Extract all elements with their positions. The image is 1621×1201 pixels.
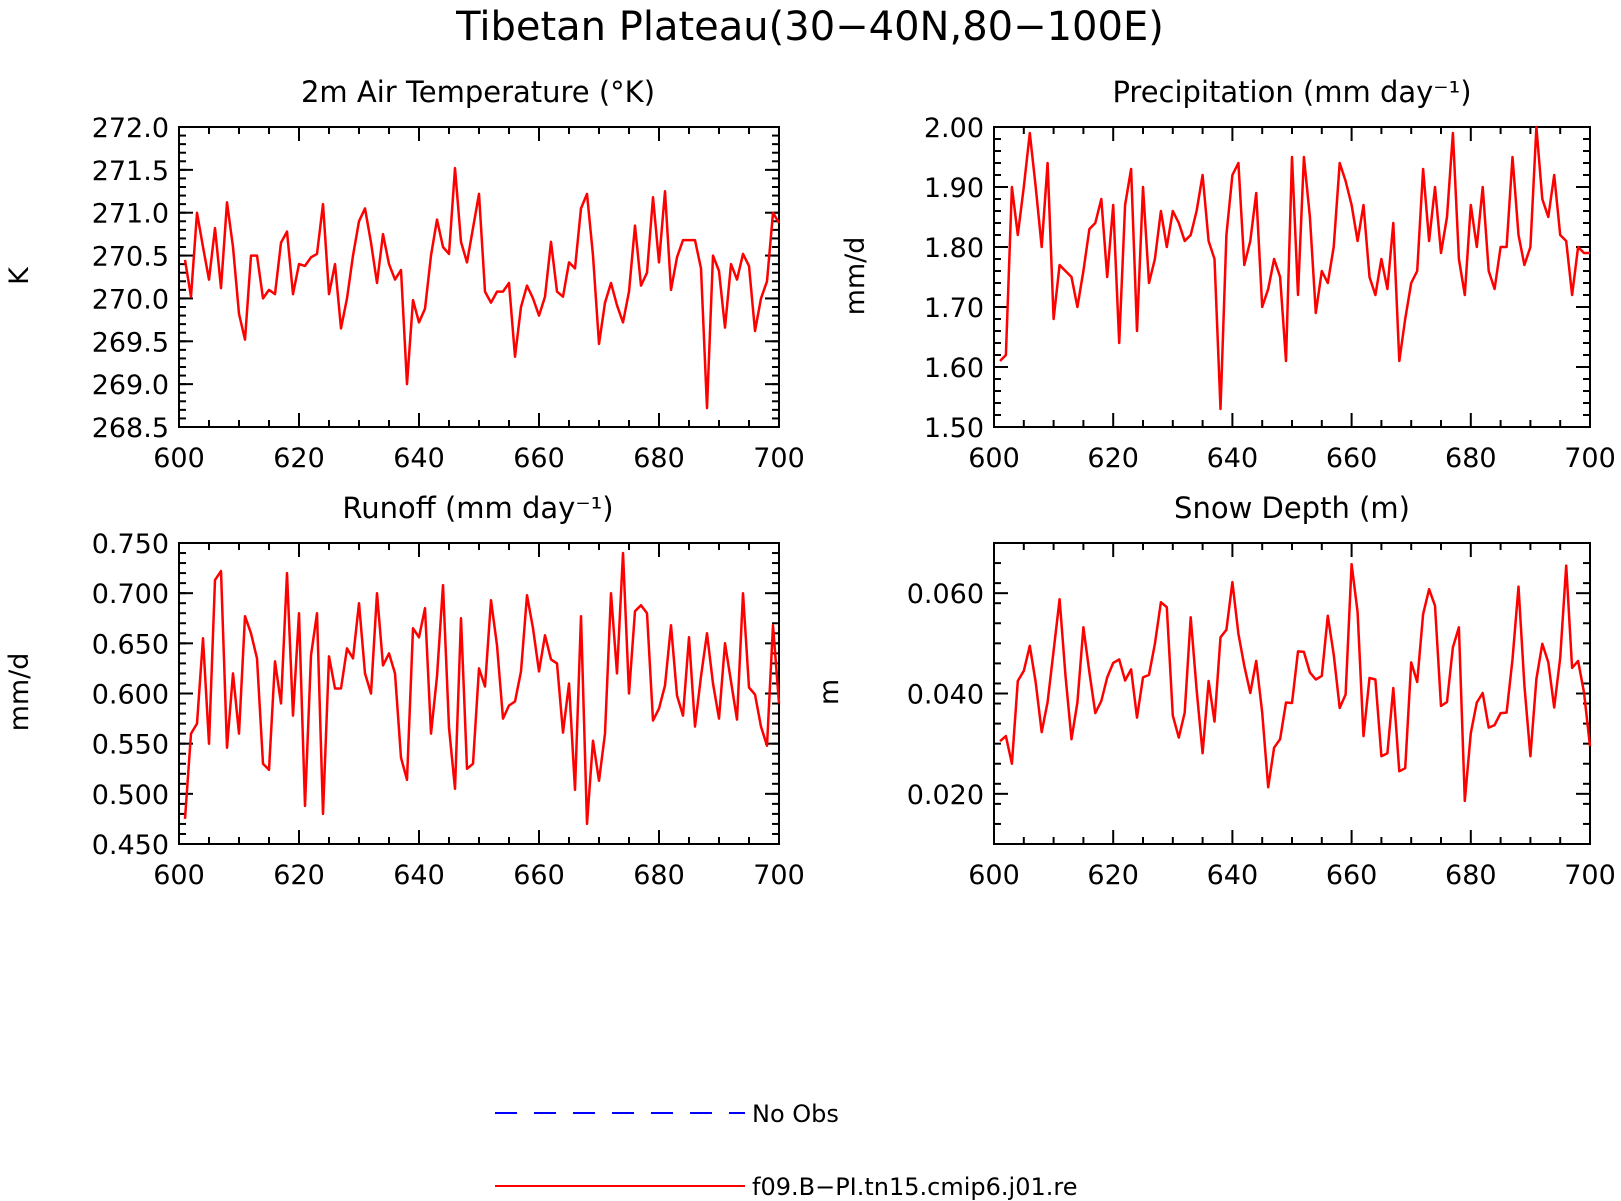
x-tick-label: 620 [1087,860,1139,891]
x-tick-label: 660 [1326,860,1378,891]
panel-air-temperature: 2m Air Temperature (°K) K 600 620 640 660 68… [4,75,805,474]
y-tick-label: 272.0 [92,113,169,144]
x-tick-label: 680 [633,860,685,891]
series-line [999,125,1590,411]
y-tick-label: 1.90 [924,173,984,204]
legend-label-no-obs: No Obs [752,1100,839,1128]
x-tick-label: 680 [1445,860,1497,891]
x-tick-label: 600 [153,860,205,891]
y-tick-label: 0.500 [92,780,169,811]
y-tick-label: 268.5 [92,413,169,444]
y-tick-label: 0.600 [92,680,169,711]
x-tick-label: 620 [1087,443,1139,474]
x-tick-label: 680 [1445,443,1497,474]
y-tick-label: 271.0 [92,199,169,230]
x-tick-label: 640 [1207,443,1259,474]
x-tick-label: 700 [1564,860,1616,891]
legend-label-model-run: f09.B−PI.tn15.cmip6.j01.re [752,1173,1077,1201]
y-tick-label: 0.700 [92,579,169,610]
panel-snow-depth-ylabel: m [814,679,845,705]
panel-precipitation: Precipitation (mm day⁻¹) mm/d 600 620 640 6… [840,75,1616,474]
panel-runoff-title: Runoff (mm day⁻¹) [342,491,613,525]
x-tick-label: 640 [393,860,445,891]
x-tick-label: 680 [633,443,685,474]
panel-air-temperature-ylabel: K [4,266,35,285]
x-tick-label: 660 [513,443,565,474]
plot-frame [178,126,780,428]
panel-precipitation-title: Precipitation (mm day⁻¹) [1112,75,1471,109]
panel-runoff: Runoff (mm day⁻¹) mm/d 600 620 640 660 680 70… [4,491,805,891]
y-tick-label: 269.0 [92,370,169,401]
y-tick-label: 269.5 [92,327,169,358]
x-tick-label: 700 [753,443,805,474]
y-tick-label: 2.00 [924,113,984,144]
panel-snow-depth: Snow Depth (m) m 600 620 640 660 680 700 0.020… [814,491,1616,891]
panel-snow-depth-plot: 600 620 640 660 680 700 0.020 0.040 0.060 [907,542,1616,891]
series-line [183,551,781,826]
y-tick-label: 270.0 [92,284,169,315]
x-tick-label: 620 [273,860,325,891]
y-tick-label: 0.060 [907,579,984,610]
figure-title: Tibetan Plateau(30−40N,80−100E) [455,4,1164,50]
y-tick-label: 270.5 [92,242,169,273]
x-tick-label: 600 [968,860,1020,891]
panel-precipitation-plot: 600 620 640 660 680 700 1.50 1.60 1.70 1.80 1.90 2.… [924,113,1616,474]
legend: No Obs f09.B−PI.tn15.cmip6.j01.re [495,1100,1077,1201]
y-tick-label: 271.5 [92,156,169,187]
x-tick-label: 660 [1326,443,1378,474]
panel-snow-depth-title: Snow Depth (m) [1174,491,1410,525]
plot-frame [178,542,780,845]
x-tick-label: 600 [153,443,205,474]
x-tick-label: 660 [513,860,565,891]
y-tick-label: 0.750 [92,529,169,560]
x-tick-label: 700 [1564,443,1616,474]
x-tick-label: 600 [968,443,1020,474]
y-tick-label: 1.60 [924,353,984,384]
y-tick-label: 0.020 [907,780,984,811]
panel-runoff-ylabel: mm/d [4,653,35,732]
x-tick-label: 640 [1207,860,1259,891]
y-tick-label: 0.450 [92,830,169,861]
y-tick-label: 0.650 [92,629,169,660]
y-tick-label: 0.040 [907,680,984,711]
x-tick-label: 640 [393,443,445,474]
panel-runoff-plot: 600 620 640 660 680 700 0.450 0.500 0.550 0.600 0.… [92,529,805,891]
y-tick-label: 1.80 [924,233,984,264]
panel-precipitation-ylabel: mm/d [840,237,871,316]
panel-air-temperature-title: 2m Air Temperature (°K) [301,75,655,109]
panel-air-temperature-plot: 600 620 640 660 680 700 268.5 269.0 269.5 270.0 27… [92,113,805,474]
x-tick-label: 700 [753,860,805,891]
series-line [999,562,1592,803]
y-tick-label: 0.550 [92,730,169,761]
y-tick-label: 1.50 [924,413,984,444]
x-tick-label: 620 [273,443,325,474]
series-line [183,166,781,410]
y-tick-label: 1.70 [924,293,984,324]
